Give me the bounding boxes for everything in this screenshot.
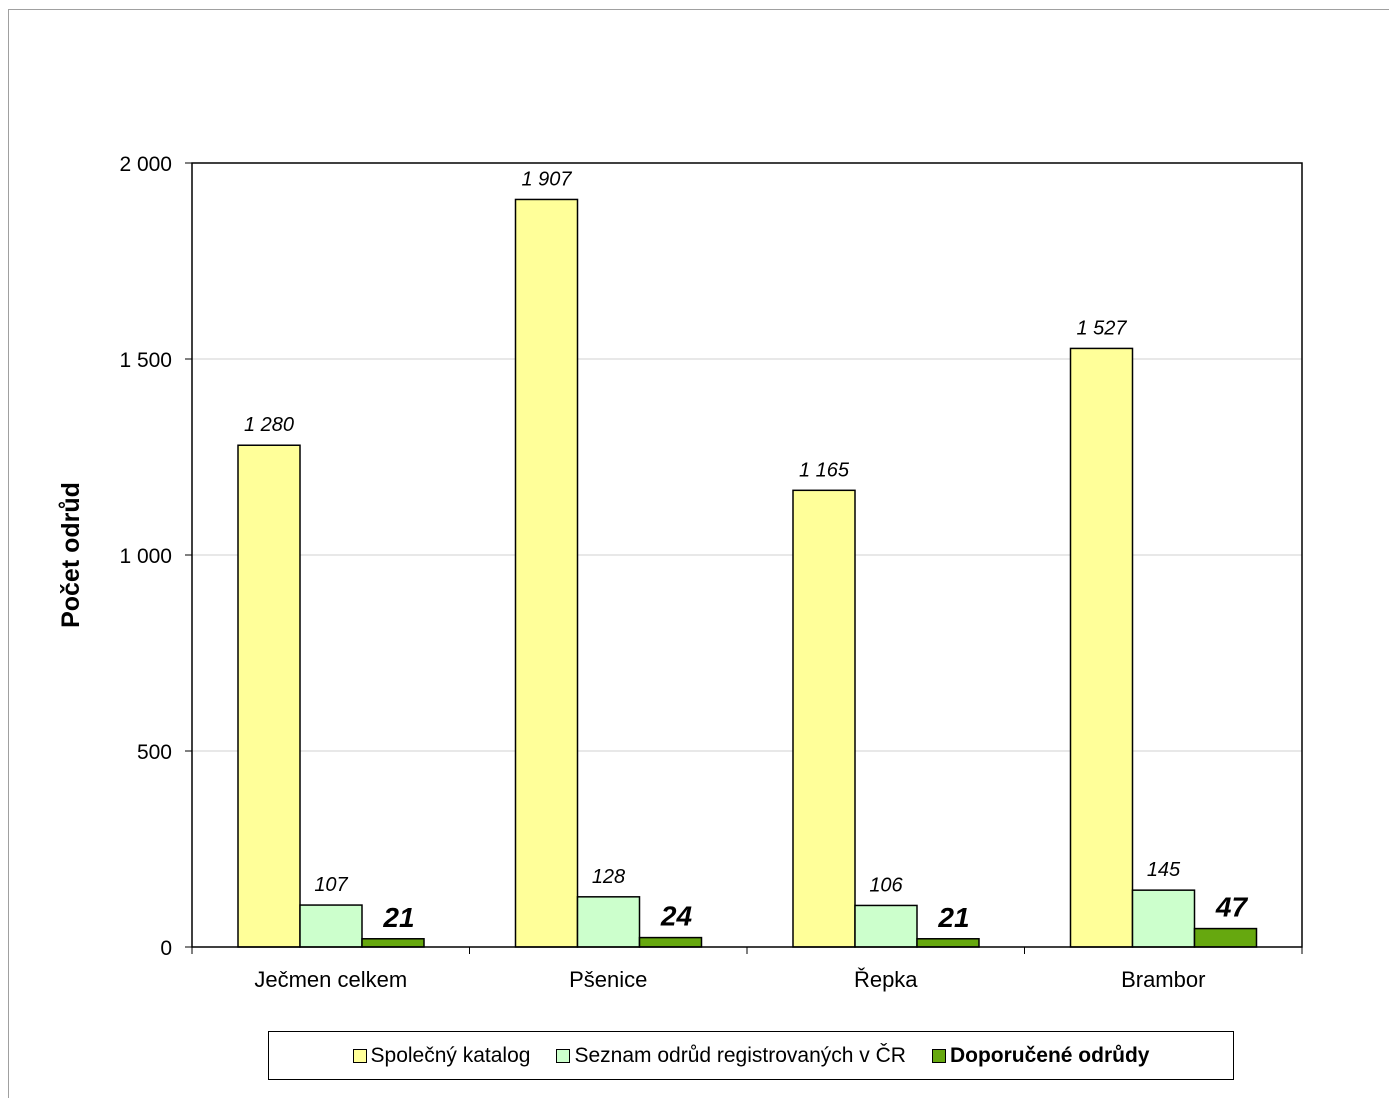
bar	[1193, 927, 1258, 948]
data-label: 107	[314, 874, 348, 896]
x-category-label: Řepka	[854, 967, 918, 992]
y-tick-label: 0	[160, 937, 172, 960]
data-label: 47	[1215, 892, 1249, 923]
legend-label: Seznam odrůd registrovaných v ČR	[574, 1043, 906, 1067]
axes	[185, 162, 1303, 954]
y-tick-labels: 0 500 1 000 1 500 2 000	[119, 153, 172, 960]
bar	[576, 896, 641, 948]
y-tick-label: 1 500	[119, 349, 172, 372]
bar	[1131, 889, 1196, 948]
y-axis-label: Počet odrůd	[57, 482, 85, 628]
legend-swatch	[352, 1048, 367, 1063]
x-category-label: Pšenice	[569, 967, 647, 992]
data-label: 1 165	[799, 459, 850, 481]
bar	[237, 444, 301, 948]
data-label: 21	[937, 902, 969, 933]
chart-frame	[8, 9, 1389, 1098]
bars	[237, 198, 1258, 948]
y-tick-label: 500	[137, 741, 172, 764]
legend-swatch	[931, 1048, 946, 1063]
bar	[361, 938, 425, 948]
legend-label: Společný katalog	[370, 1043, 531, 1067]
x-category-label: Brambor	[1121, 967, 1205, 992]
data-label: 1 280	[244, 414, 294, 436]
legend: Společný katalog Seznam odrůd registrovan…	[268, 1031, 1234, 1080]
x-category-label: Ječmen celkem	[254, 967, 407, 992]
data-label: 145	[1147, 859, 1181, 881]
data-labels: 1 280 107 21 1 907 128 24 1 165 106 21 1 527 145 47	[244, 168, 1249, 932]
y-tick-label: 1 000	[119, 545, 172, 568]
data-label: 1 527	[1076, 317, 1127, 339]
data-label: 106	[869, 874, 903, 896]
data-label: 24	[660, 901, 693, 932]
legend-swatch	[556, 1048, 571, 1063]
y-tick-label: 2 000	[119, 153, 172, 176]
bar	[299, 904, 363, 948]
legend-label: Doporučené odrůdy	[949, 1043, 1150, 1067]
bar	[916, 938, 980, 948]
gridlines	[192, 358, 1302, 752]
bar	[1069, 347, 1134, 948]
legend-item: Doporučené odrůdy	[931, 1043, 1150, 1068]
data-label: 128	[592, 866, 625, 888]
x-category-labels: Ječmen celkem Pšenice Řepka Brambor	[254, 967, 1205, 992]
data-label: 1 907	[521, 168, 572, 190]
bar	[514, 198, 579, 948]
data-label: 21	[382, 902, 414, 933]
bar	[792, 489, 856, 948]
legend-item: Společný katalog	[352, 1043, 531, 1068]
bar	[854, 904, 918, 948]
bar	[638, 936, 703, 948]
legend-item: Seznam odrůd registrovaných v ČR	[556, 1043, 906, 1068]
